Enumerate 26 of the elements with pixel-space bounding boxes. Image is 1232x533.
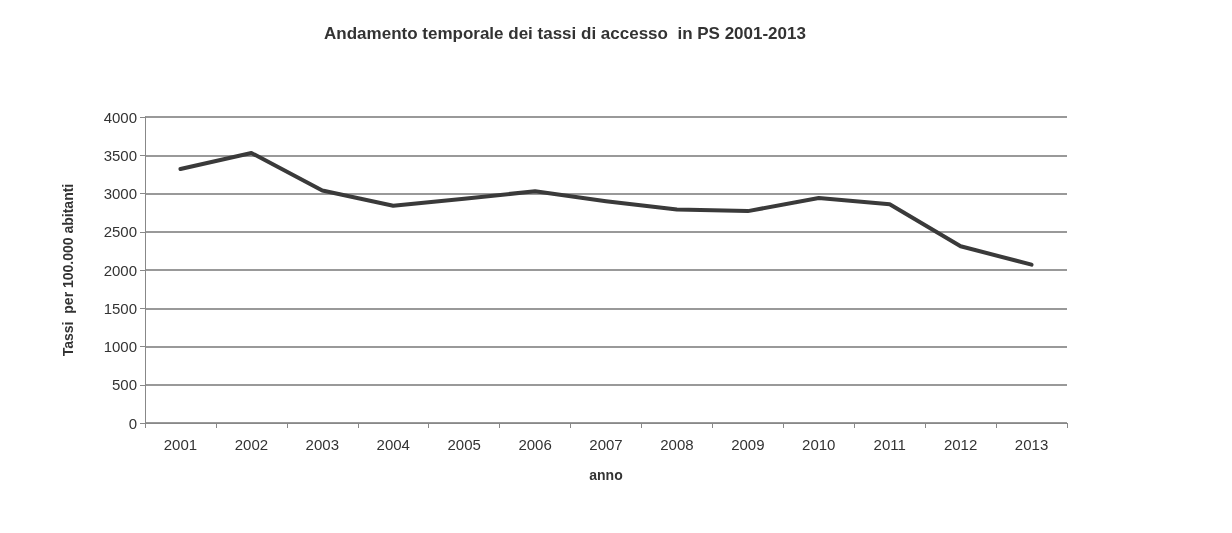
- chart-title: Andamento temporale dei tassi di accesso in PS 2001-2013: [324, 24, 806, 43]
- x-tick-label: 2009: [731, 436, 765, 453]
- x-tick-label: 2010: [802, 436, 836, 453]
- y-tick-label: 2000: [103, 261, 137, 279]
- x-tick-label: 2002: [234, 436, 269, 453]
- x-tick-label: 2008: [660, 436, 694, 453]
- y-tick-label: 2500: [103, 223, 137, 241]
- y-tick-label: 1000: [103, 338, 137, 355]
- y-axis-title: Tassi per 100.000 abitanti: [60, 183, 76, 357]
- x-axis-title: anno: [589, 467, 623, 483]
- y-tick-label: 3000: [103, 185, 137, 202]
- x-tick-label: 2001: [163, 436, 198, 453]
- y-tick-label: 0: [128, 414, 137, 432]
- x-tick-label: 2006: [518, 436, 552, 453]
- line-series: [178, 150, 1034, 267]
- x-tick-label: 2013: [1014, 436, 1049, 453]
- x-tick-label: 2004: [376, 436, 410, 453]
- x-tick-label: 2005: [447, 436, 481, 453]
- x-tick-label: 2011: [873, 436, 906, 453]
- x-tick-label: 2003: [305, 436, 339, 453]
- y-tick-label: 4000: [103, 108, 137, 126]
- y-tick-label: 3500: [103, 146, 137, 164]
- y-tick-label: 500: [111, 376, 137, 394]
- x-tick-label: 2012: [943, 436, 978, 453]
- y-tick-label: 1500: [103, 299, 137, 317]
- x-tick-label: 2007: [589, 436, 623, 453]
